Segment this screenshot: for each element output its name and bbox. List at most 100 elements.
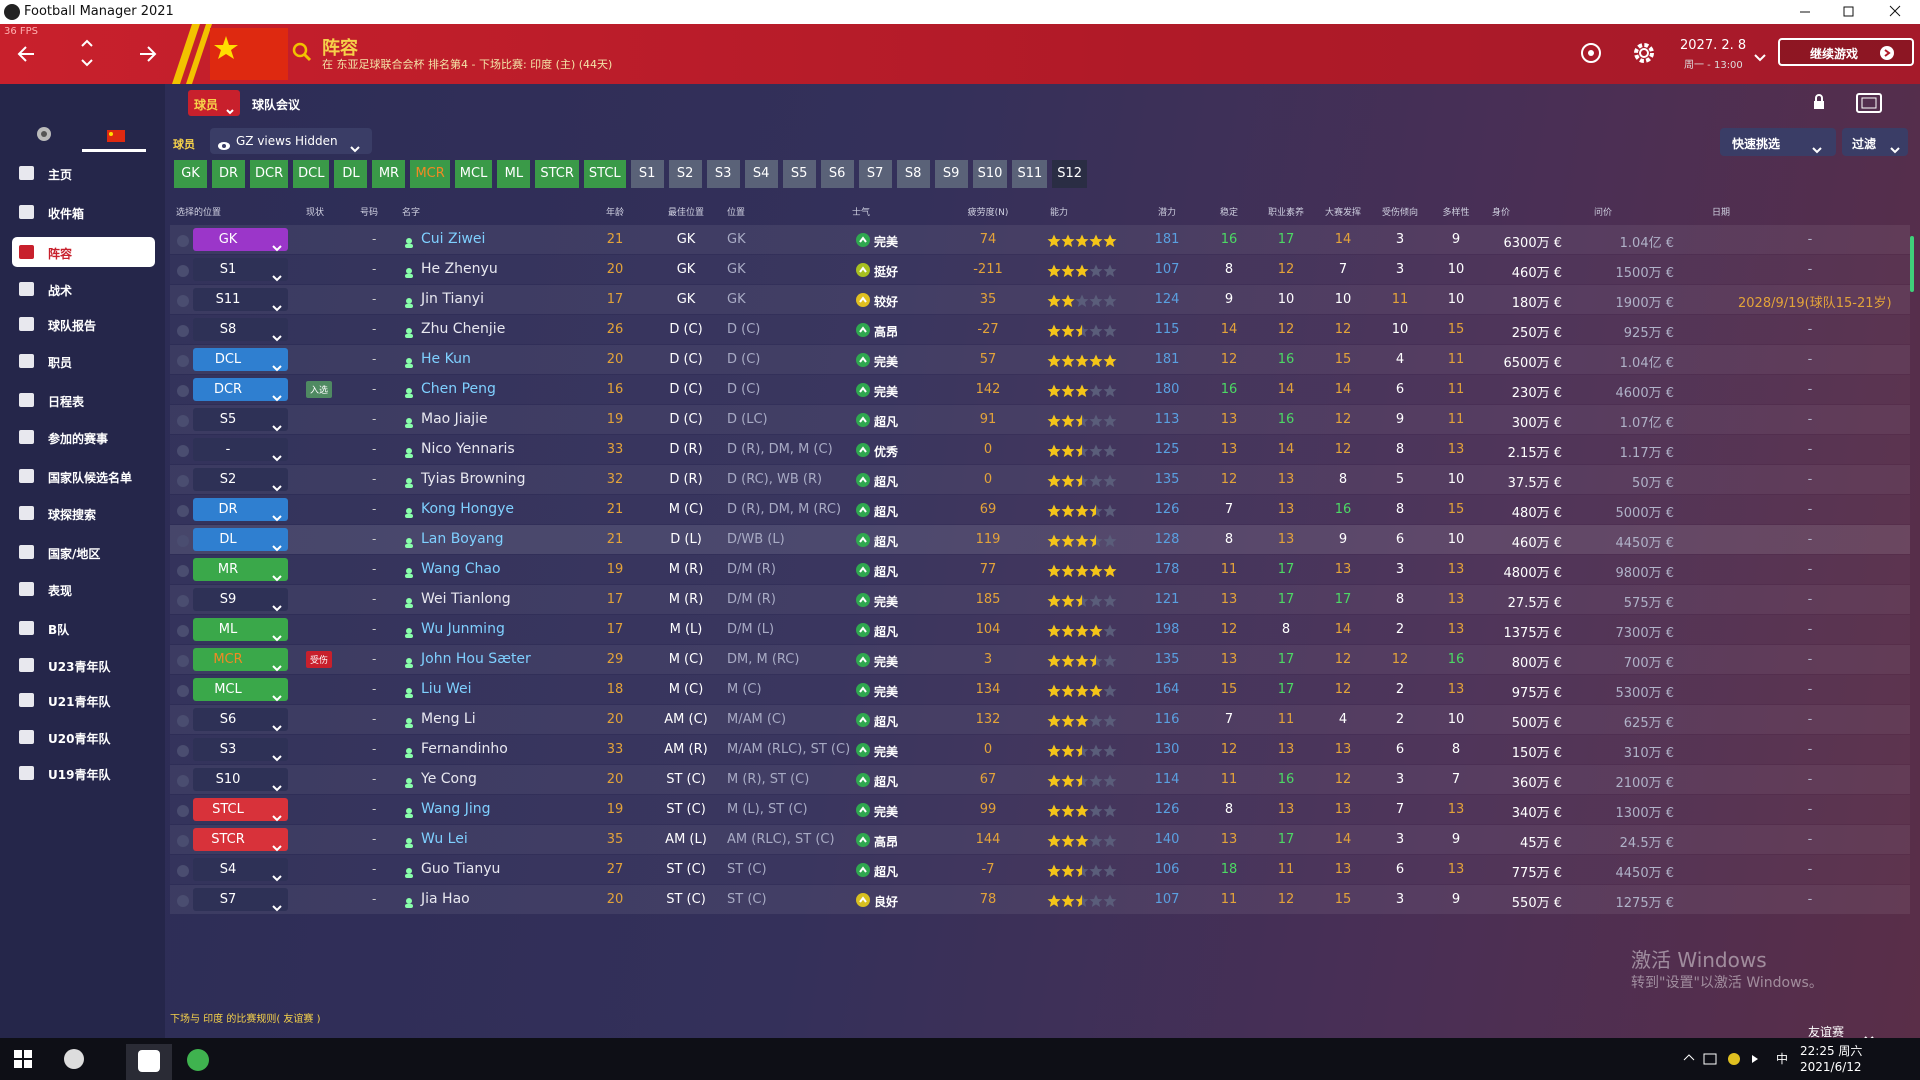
filter-chip[interactable]: MCR — [410, 160, 450, 188]
nav-item[interactable]: 日程表 — [12, 385, 155, 415]
filter-chip[interactable]: S9 — [934, 160, 968, 188]
filter-chip[interactable]: S3 — [706, 160, 740, 188]
nav-item[interactable]: 主页 — [12, 158, 155, 188]
position-select[interactable]: - — [193, 438, 288, 462]
player-row[interactable]: S8 - Zhu Chenjie 26 D (C) D (C) 高昂 -27 115 14 12 12… — [170, 315, 1910, 344]
filter-chip[interactable]: DR — [212, 160, 245, 188]
position-select[interactable]: GK — [193, 228, 288, 252]
filter-chip[interactable]: S6 — [820, 160, 854, 188]
position-select[interactable]: MCL — [193, 678, 288, 702]
player-row[interactable]: DL - Lan Boyang 21 D (L) D/WB (L) 超凡 119 128 8 13 9… — [170, 525, 1910, 554]
filter-chip[interactable]: DCL — [293, 160, 330, 188]
filter-chip[interactable]: S7 — [858, 160, 892, 188]
position-select[interactable]: S10 — [193, 768, 288, 792]
nav-item[interactable]: U23青年队 — [12, 650, 155, 680]
nav-item[interactable]: 阵容 — [12, 237, 155, 267]
player-row[interactable]: S2 - Tyias Browning 32 D (R) D (RC), WB (R) 超凡… — [170, 465, 1910, 494]
player-row[interactable]: DCR 入选 - Chen Peng 16 D (C) D (C) 完美 142 180 16 14 1… — [170, 375, 1910, 404]
filter-chip[interactable]: GK — [174, 160, 207, 188]
cell-value: 150万 € — [1511, 746, 1562, 761]
player-row[interactable]: S10 - Ye Cong 20 ST (C) M (R), ST (C) 超凡 67 114 1… — [170, 765, 1910, 794]
player-row[interactable]: MR - Wang Chao 19 M (R) D/M (R) 超凡 77 178 11 17 13 3… — [170, 555, 1910, 584]
position-select[interactable]: STCL — [193, 798, 288, 822]
tab[interactable]: 球队会议 — [246, 90, 316, 116]
player-row[interactable]: STCR - Wu Lei 35 AM (L) AM (RLC), ST (C) 高昂 144… — [170, 825, 1910, 854]
position-select[interactable]: DR — [193, 498, 288, 522]
nav-item[interactable]: 国家/地区 — [12, 537, 155, 567]
filter-chip[interactable]: S4 — [744, 160, 778, 188]
nav-item[interactable]: 战术 — [12, 274, 155, 304]
player-row[interactable]: DR - Kong Hongye 21 M (C) D (R), DM, M (RC) 超凡… — [170, 495, 1910, 524]
filter-chip[interactable]: S12 — [1052, 160, 1088, 188]
player-row[interactable]: S9 - Wei Tianlong 17 M (R) D/M (R) 完美 185 121 13 1… — [170, 585, 1910, 614]
position-select[interactable]: S5 — [193, 408, 288, 432]
filter-chip[interactable]: ML — [497, 160, 531, 188]
position-select[interactable]: DCR — [193, 378, 288, 402]
quick-pick[interactable]: 快速挑选 — [1720, 128, 1836, 156]
position-select[interactable]: STCR — [193, 828, 288, 852]
nav-icon — [18, 165, 36, 187]
position-select[interactable]: S9 — [193, 588, 288, 612]
player-row[interactable]: S1 - He Zhenyu 20 GK GK 挺好 -211 107 8 12 7 3 10 460万 €… — [170, 255, 1910, 284]
position-select[interactable]: MCR — [193, 648, 288, 672]
view-dropdown[interactable]: GZ views Hidden — [210, 128, 372, 154]
position-select[interactable]: S11 — [193, 288, 288, 312]
filter-chip[interactable]: MR — [372, 160, 406, 188]
filter-chip[interactable]: S2 — [668, 160, 702, 188]
position-select[interactable]: S2 — [193, 468, 288, 492]
nav-item[interactable]: B队 — [12, 613, 155, 643]
player-row[interactable]: MCL - Liu Wei 18 M (C) M (C) 完美 134 164 15 17 12 2 13… — [170, 675, 1910, 704]
position-select[interactable]: ML — [193, 618, 288, 642]
player-row[interactable]: GK - Cui Ziwei 21 GK GK 完美 74 181 16 17 14 3 9 6300万 €… — [170, 225, 1910, 254]
cell-vers: 15 — [1447, 322, 1465, 337]
player-row[interactable]: S4 - Guo Tianyu 27 ST (C) ST (C) 超凡 -7 106 18 11 13… — [170, 855, 1910, 884]
filter-chip[interactable]: STCL — [583, 160, 626, 188]
player-row[interactable]: - - Nico Yennaris 33 D (R) D (R), DM, M (C) 优秀… — [170, 435, 1910, 464]
player-row[interactable]: STCL - Wang Jing 19 ST (C) M (L), ST (C) 完美 99 1… — [170, 795, 1910, 824]
player-row[interactable]: ML - Wu Junming 17 M (L) D/M (L) 超凡 104 198 12 8 14… — [170, 615, 1910, 644]
nav-item[interactable]: 球队报告 — [12, 309, 155, 339]
nav-item[interactable]: 收件箱 — [12, 197, 155, 227]
filter-chip[interactable]: S11 — [1012, 160, 1048, 188]
position-select[interactable]: MR — [193, 558, 288, 582]
player-row[interactable]: S7 - Jia Hao 20 ST (C) ST (C) 良好 78 107 11 12 15 3 9 5… — [170, 885, 1910, 914]
position-select[interactable]: DCL — [193, 348, 288, 372]
filter-chip[interactable]: DL — [334, 160, 368, 188]
position-select[interactable]: S6 — [193, 708, 288, 732]
nav-item[interactable]: U20青年队 — [12, 722, 155, 752]
filter-chip[interactable]: MCL — [454, 160, 493, 188]
filter-chip[interactable]: STCR — [535, 160, 579, 188]
filter-chip[interactable]: S8 — [896, 160, 930, 188]
position-select[interactable]: DL — [193, 528, 288, 552]
nav-item[interactable]: 参加的赛事 — [12, 422, 155, 452]
nav-item[interactable]: 表现 — [12, 574, 155, 604]
player-row[interactable]: S5 - Mao Jiajie 19 D (C) D (LC) 超凡 91 113 13 16 12 9… — [170, 405, 1910, 434]
tab-active[interactable]: 球员 — [188, 90, 240, 116]
filter-chip[interactable]: S5 — [782, 160, 816, 188]
nav-item[interactable]: 职员 — [12, 346, 155, 376]
filter-chip[interactable]: S1 — [630, 160, 664, 188]
filter-chip[interactable]: DCR — [250, 160, 289, 188]
start-button[interactable] — [14, 1050, 32, 1072]
position-select[interactable]: S8 — [193, 318, 288, 342]
player-row[interactable]: S6 - Meng Li 20 AM (C) M/AM (C) 超凡 132 116 7 11 4 2 1… — [170, 705, 1910, 734]
nav-item[interactable]: U21青年队 — [12, 685, 155, 715]
continue-button[interactable]: 继续游戏 — [1778, 38, 1914, 66]
row-check-svg — [177, 505, 189, 517]
nav-arrows[interactable] — [14, 38, 164, 74]
position-select[interactable]: S7 — [193, 888, 288, 912]
filter-button[interactable]: 过滤 — [1842, 128, 1908, 156]
position-select[interactable]: S4 — [193, 858, 288, 882]
player-row[interactable]: MCR 受伤 - John Hou Sæter 29 M (C) DM, M (RC) 完美 3… — [170, 645, 1910, 674]
position-select[interactable]: S1 — [193, 258, 288, 282]
match-type[interactable]: 友谊赛 — [1800, 1020, 1880, 1043]
player-row[interactable]: S11 - Jin Tianyi 17 GK GK 较好 35 124 9 10 10 11 10 180万… — [170, 285, 1910, 314]
nav-item[interactable]: 球探搜索 — [12, 498, 155, 528]
nav-item[interactable]: 国家队候选名单 — [12, 461, 155, 491]
column-header: 潜力 — [1157, 208, 1176, 218]
position-select[interactable]: S3 — [193, 738, 288, 762]
player-row[interactable]: DCL - He Kun 20 D (C) D (C) 完美 57 181 12 16 15 4 11 65… — [170, 345, 1910, 374]
filter-chip[interactable]: S10 — [972, 160, 1008, 188]
nav-item[interactable]: U19青年队 — [12, 758, 155, 788]
player-row[interactable]: S3 - Fernandinho 33 AM (R) M/AM (RLC), ST (C)… — [170, 735, 1910, 764]
